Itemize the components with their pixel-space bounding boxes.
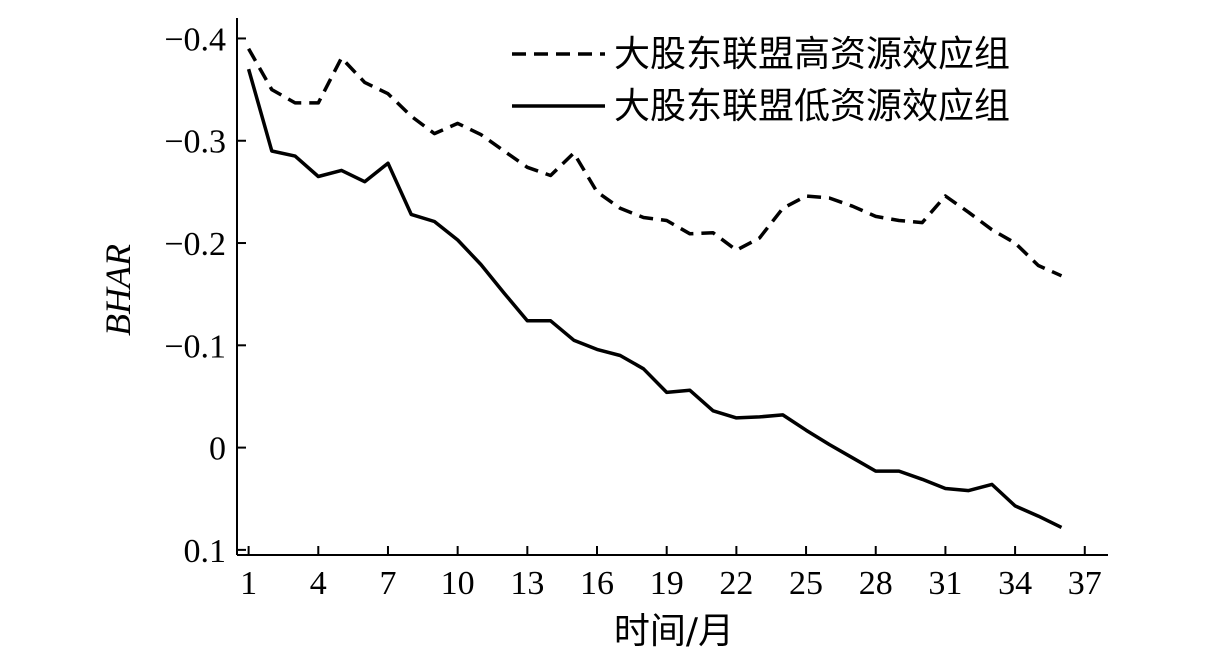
y-tick-label: −0.1 <box>164 328 226 365</box>
x-tick-label: 13 <box>510 565 544 602</box>
y-ticks: −0.4 −0.3 −0.2 −0.1 0 0.1 <box>164 21 246 570</box>
x-tick-label: 31 <box>928 565 962 602</box>
x-tick-label: 22 <box>719 565 753 602</box>
x-tick-label: 25 <box>789 565 823 602</box>
y-tick-label: −0.3 <box>164 124 226 161</box>
legend-label-low: 大股东联盟低资源效应组 <box>614 86 1010 127</box>
legend: 大股东联盟高资源效应组 大股东联盟低资源效应组 <box>512 34 1010 127</box>
x-tick-label: 19 <box>650 565 684 602</box>
x-tick-label: 16 <box>580 565 614 602</box>
legend-label-high: 大股东联盟高资源效应组 <box>614 34 1010 75</box>
y-axis-title: BHAR <box>98 244 138 336</box>
y-tick-label: −0.2 <box>164 226 226 263</box>
series-line-low-resource <box>246 68 1063 529</box>
series-line-high-resource <box>247 47 1063 278</box>
x-tick-label: 7 <box>379 565 396 602</box>
x-ticks: 1 4 7 10 13 16 19 22 25 28 31 34 37 <box>240 546 1102 602</box>
y-tick-label: 0.1 <box>184 533 227 570</box>
x-tick-label: 28 <box>859 565 893 602</box>
x-tick-label: 34 <box>998 565 1032 602</box>
axes <box>236 18 1108 556</box>
x-tick-label: 4 <box>310 565 327 602</box>
x-tick-label: 1 <box>240 565 257 602</box>
x-axis-title: 时间/月 <box>614 611 734 652</box>
series-layer <box>246 47 1063 529</box>
x-tick-label: 10 <box>441 565 475 602</box>
x-tick-label: 37 <box>1068 565 1102 602</box>
y-tick-label: −0.4 <box>164 21 226 58</box>
y-tick-label: 0 <box>209 431 226 468</box>
